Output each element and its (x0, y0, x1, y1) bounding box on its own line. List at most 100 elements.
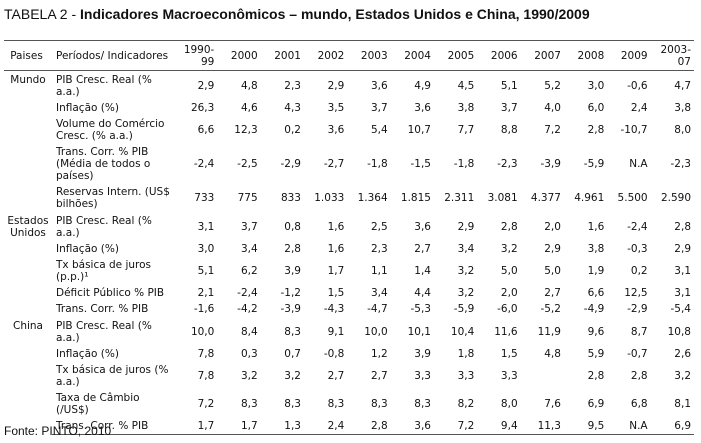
table-body: Mundo PIB Cresc. Real (% a.a.) 2,9 4,8 2,3 2,… (4, 71, 694, 435)
value-cell: 2,9 (674, 243, 691, 255)
value-cell: -2,3 (670, 158, 692, 170)
value-cell: 4,8 (544, 348, 561, 360)
value-cell: 7,7 (457, 124, 475, 136)
value-cell: 3,8 (674, 102, 691, 114)
table-row: Reservas Intern. (US$ bilhões) 733 775 833 1… (4, 184, 694, 212)
table-row: China PIB Cresc. Real (% a.a.) 10,0 8,4 8,3 9… (4, 317, 694, 346)
value-cell: 2,7 (370, 370, 388, 382)
value-cell: 3,7 (240, 221, 258, 233)
value-cell: 3,3 (457, 370, 475, 382)
value-cell: -4,3 (323, 303, 345, 315)
value-cell: 6,0 (587, 102, 605, 114)
value-cell: 1.364 (357, 192, 388, 204)
value-cell: 3,4 (370, 287, 388, 299)
table-row: Mundo PIB Cresc. Real (% a.a.) 2,9 4,8 2,3 2,… (4, 71, 694, 101)
value-cell: 0,8 (284, 221, 301, 233)
value-cell: 1,7 (174, 418, 218, 435)
value-cell: 10,8 (667, 326, 691, 338)
table-row: Déficit Público % PIB 2,1 -2,4 -1,2 1,5 3,4 4,… (4, 285, 694, 301)
value-cell: 12,3 (234, 124, 258, 136)
table-row: Estados Unidos PIB Cresc. Real (% a.a.) 3,… (4, 212, 694, 241)
value-cell: 6,9 (650, 418, 694, 435)
value-cell: -0,8 (323, 348, 345, 360)
value-cell: 1,7 (217, 418, 261, 435)
indicator-label: Tx básica de juros (% a.a.) (56, 364, 169, 388)
indicator-label: Inflação (%) (56, 243, 119, 255)
value-cell: 2,8 (284, 243, 301, 255)
title-text: Indicadores Macroeconômicos – mundo, Est… (80, 6, 590, 22)
value-cell: -4,7 (367, 303, 388, 315)
value-cell: -5,2 (540, 303, 561, 315)
value-cell: -3,9 (280, 303, 301, 315)
country-cell: China (13, 320, 43, 332)
table-row: Trans. Corr. % PIB (Média de todos o paí… (4, 144, 694, 184)
value-cell: 1,4 (414, 265, 431, 277)
value-cell: 3,6 (414, 102, 431, 114)
value-cell: 1,2 (370, 348, 388, 360)
value-cell: 2,0 (544, 221, 561, 233)
value-cell: 0,2 (284, 124, 301, 136)
value-cell: -6,0 (497, 303, 518, 315)
value-cell: -4,9 (583, 303, 605, 315)
value-cell: 10,4 (450, 326, 475, 338)
value-cell: 1,3 (260, 418, 304, 435)
value-cell: 3,5 (327, 102, 345, 114)
value-cell: 8,7 (630, 326, 648, 338)
value-cell: 3,2 (284, 370, 301, 382)
value-cell: 3,9 (414, 348, 431, 360)
header-row: Paises Períodos/ Indicadores 1990-99 2000 20… (4, 40, 694, 71)
value-cell: 11,3 (520, 418, 564, 435)
table-row: Taxa de Câmbio (/US$) 7,2 8,3 8,3 8,3 8,3 8,3 8… (4, 390, 694, 418)
value-cell: -0,3 (627, 243, 648, 255)
indicator-label: Trans. Corr. % PIB (Média de todos o paí… (56, 146, 151, 182)
value-cell: 3,7 (370, 102, 388, 114)
value-cell: -2,7 (323, 158, 345, 170)
value-cell: N.A (607, 418, 651, 435)
value-cell: 2,9 (457, 221, 475, 233)
value-cell: 9,5 (563, 418, 608, 435)
value-cell: 3,3 (414, 370, 431, 382)
value-cell: 2,7 (327, 370, 345, 382)
value-cell: 7,8 (197, 370, 215, 382)
value-cell: 7,2 (197, 398, 215, 410)
value-cell: 11,6 (494, 326, 518, 338)
value-cell: 2,3 (284, 80, 301, 92)
value-cell: 3,4 (457, 243, 475, 255)
value-cell: 2,0 (500, 287, 518, 299)
value-cell: 733 (194, 192, 215, 204)
value-cell: -2,5 (237, 158, 258, 170)
value-cell: 3,8 (457, 102, 475, 114)
indicator-label: PIB Cresc. Real (% a.a.) (56, 74, 152, 98)
value-cell: 1,9 (587, 265, 605, 277)
value-cell: 1.815 (400, 192, 431, 204)
country-cell: Estados Unidos (7, 215, 49, 239)
table-row: Trans. Corr. % PIB 1,7 1,7 1,3 2,4 2,8 3,6 7,2 9… (4, 418, 694, 435)
value-cell: 8,3 (414, 398, 431, 410)
value-cell: -10,7 (620, 124, 648, 136)
footer: Fonte: PINTO, 2010 (4, 424, 112, 438)
value-cell: -1,8 (367, 158, 388, 170)
value-cell: 2,8 (347, 418, 391, 435)
value-cell: 2,8 (500, 221, 518, 233)
indicator-label: Tx básica de juros (p.p.)¹ (56, 259, 152, 283)
value-cell: 4,6 (240, 102, 258, 114)
value-cell: 9,6 (587, 326, 605, 338)
value-cell: 2.590 (660, 192, 691, 204)
value-cell: 12,5 (624, 287, 648, 299)
column-header: 2002 (303, 40, 348, 71)
value-cell: 8,3 (370, 398, 388, 410)
value-cell: 6,6 (197, 124, 215, 136)
value-cell: 4.961 (574, 192, 605, 204)
value-cell: 5,0 (500, 265, 518, 277)
value-cell: -5,9 (453, 303, 475, 315)
indicator-label: PIB Cresc. Real (% a.a.) (56, 320, 152, 344)
value-cell (521, 362, 564, 390)
table-row: Inflação (%) 26,3 4,6 4,3 3,5 3,7 3,6 3,8 3,7 4,0… (4, 100, 694, 116)
value-cell: 3,2 (457, 265, 475, 277)
indicator-label: Volume do Comércio Cresc. (% a.a.) (56, 118, 165, 142)
indicator-label: Inflação (%) (56, 348, 119, 360)
indicator-label: Reservas Intern. (US$ bilhões) (56, 186, 170, 210)
value-cell: 6,2 (240, 265, 258, 277)
value-cell: 3,0 (587, 80, 605, 92)
value-cell: 3,1 (674, 265, 691, 277)
